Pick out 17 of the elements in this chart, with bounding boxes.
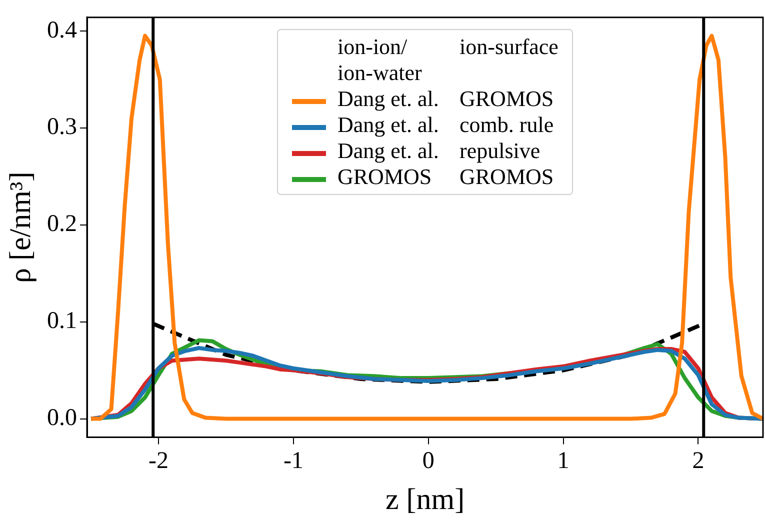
text: ion-ion/ ion-water ion-surface: [338, 34, 558, 86]
x-axis-title: z [nm]: [385, 482, 465, 516]
x-tick-label: -1: [283, 448, 304, 474]
x-tick-label: 2: [692, 448, 704, 474]
legend-label: Dang et. al. repulsive: [336, 138, 542, 164]
y-tick-label: 0.3: [47, 114, 77, 140]
legend-label: Dang et. al. GROMOS: [336, 86, 555, 112]
text: GROMOS GROMOS: [338, 164, 554, 190]
x-tick-label: 1: [557, 448, 570, 474]
legend-label: Dang et. al. comb. rule: [336, 112, 555, 138]
x-tick-label: 0: [422, 448, 434, 474]
y-axis-title: ρ [e/nm³]: [4, 172, 37, 284]
x-tick-label: -2: [148, 448, 169, 474]
y-tick-label: 0.0: [47, 405, 77, 432]
y-tick-label: 0.2: [47, 211, 77, 238]
y-tick-label: 0.4: [47, 17, 77, 44]
y-tick-label: 0.1: [47, 308, 77, 334]
